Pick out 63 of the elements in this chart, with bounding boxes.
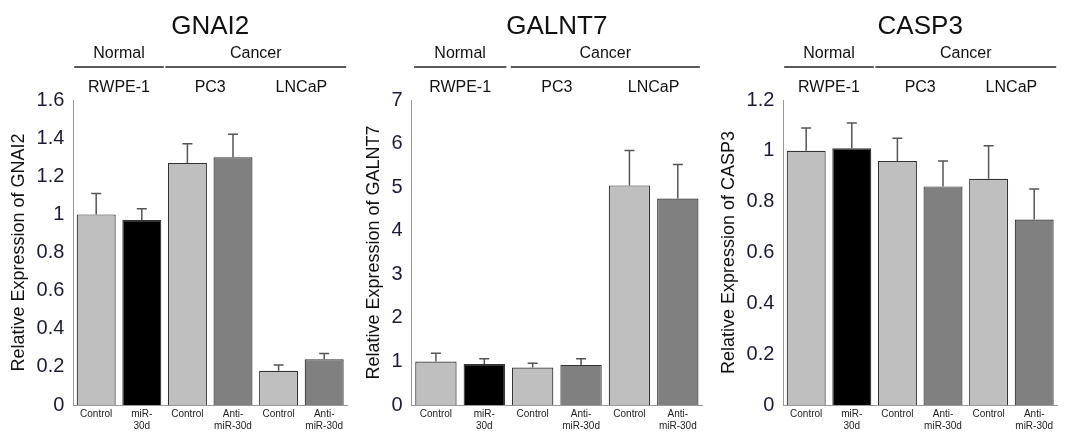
y-tick-label: 0.4 — [36, 316, 65, 339]
y-tick-label: 0.8 — [36, 240, 65, 263]
y-tick-label: 5 — [391, 174, 403, 197]
y-axis-title: Relative Expression of CASP3 — [717, 130, 738, 375]
x-tick-label: Anti-miR-30d — [562, 407, 600, 431]
text: LNCaP — [275, 78, 328, 95]
x-tick-label: Control — [972, 407, 1005, 419]
x-tick-label: Control — [516, 407, 549, 419]
x-tick-label: Anti-miR-30d — [305, 407, 344, 431]
y-tick-label: 1.4 — [36, 125, 65, 148]
y-axis-title: Relative Expression of GNAI2 — [7, 133, 28, 372]
x-tick-label: miR-30d — [473, 407, 495, 431]
x-tick-label: Control — [80, 407, 113, 419]
text: PC3 — [541, 78, 573, 95]
y-tick-label: 0 — [763, 392, 775, 415]
chart-title: GALNT7 — [506, 10, 608, 40]
x-tick-label: Anti-miR-30d — [658, 407, 697, 431]
text: RWPE-1 — [429, 78, 492, 95]
text: Cancer — [579, 44, 632, 61]
text: RWPE-1 — [88, 78, 151, 95]
y-tick-label: 0.2 — [36, 354, 65, 377]
y-tick-label: 0.8 — [746, 189, 775, 212]
x-tick-label: Control — [790, 407, 823, 419]
x-tick-label: Anti-miR-30d — [1015, 407, 1054, 431]
x-tick-label: miR-30d — [131, 407, 153, 431]
x-tick-label: Control — [262, 407, 295, 419]
y-tick-label: 0 — [391, 392, 403, 415]
x-tick-label: miR-30d — [841, 407, 863, 431]
x-tick-label: Anti-miR-30d — [214, 407, 252, 431]
text: Normal — [434, 44, 486, 61]
text: Cancer — [940, 44, 993, 61]
y-tick-label: 7 — [391, 87, 403, 110]
text: Cancer — [230, 44, 283, 61]
y-tick-label: 0.6 — [746, 240, 775, 263]
x-tick-label: Control — [419, 407, 453, 419]
text: Normal — [93, 44, 145, 61]
text: PC3 — [194, 78, 226, 95]
y-tick-label: 1.2 — [36, 163, 65, 186]
y-tick-label: 1 — [53, 201, 65, 224]
y-tick-label: 4 — [391, 218, 403, 241]
x-tick-label: Control — [881, 407, 914, 419]
y-axis-title: Relative Expression of GALNT7 — [362, 125, 383, 380]
y-tick-label: 3 — [391, 261, 403, 284]
y-tick-label: 2 — [391, 305, 403, 328]
y-tick-label: 1.2 — [746, 87, 775, 110]
chart-title: GNAI2 — [171, 10, 250, 40]
y-tick-label: 1.6 — [36, 87, 65, 110]
text: RWPE-1 — [798, 78, 861, 95]
y-tick-label: 0 — [53, 392, 65, 415]
x-tick-label: Control — [613, 407, 646, 419]
text: LNCaP — [627, 78, 680, 95]
x-tick-label: Anti-miR-30d — [924, 407, 962, 431]
y-tick-label: 0.6 — [36, 278, 65, 301]
y-tick-label: 6 — [391, 131, 403, 154]
y-tick-label: 0.2 — [746, 341, 775, 364]
y-tick-label: 1 — [763, 138, 775, 161]
text: LNCaP — [985, 78, 1038, 95]
text: PC3 — [904, 78, 936, 95]
y-tick-label: 1 — [391, 348, 403, 371]
text: Normal — [803, 44, 855, 61]
y-tick-label: 0.4 — [746, 290, 775, 313]
x-tick-label: Control — [171, 407, 204, 419]
chart-title: CASP3 — [877, 10, 963, 40]
